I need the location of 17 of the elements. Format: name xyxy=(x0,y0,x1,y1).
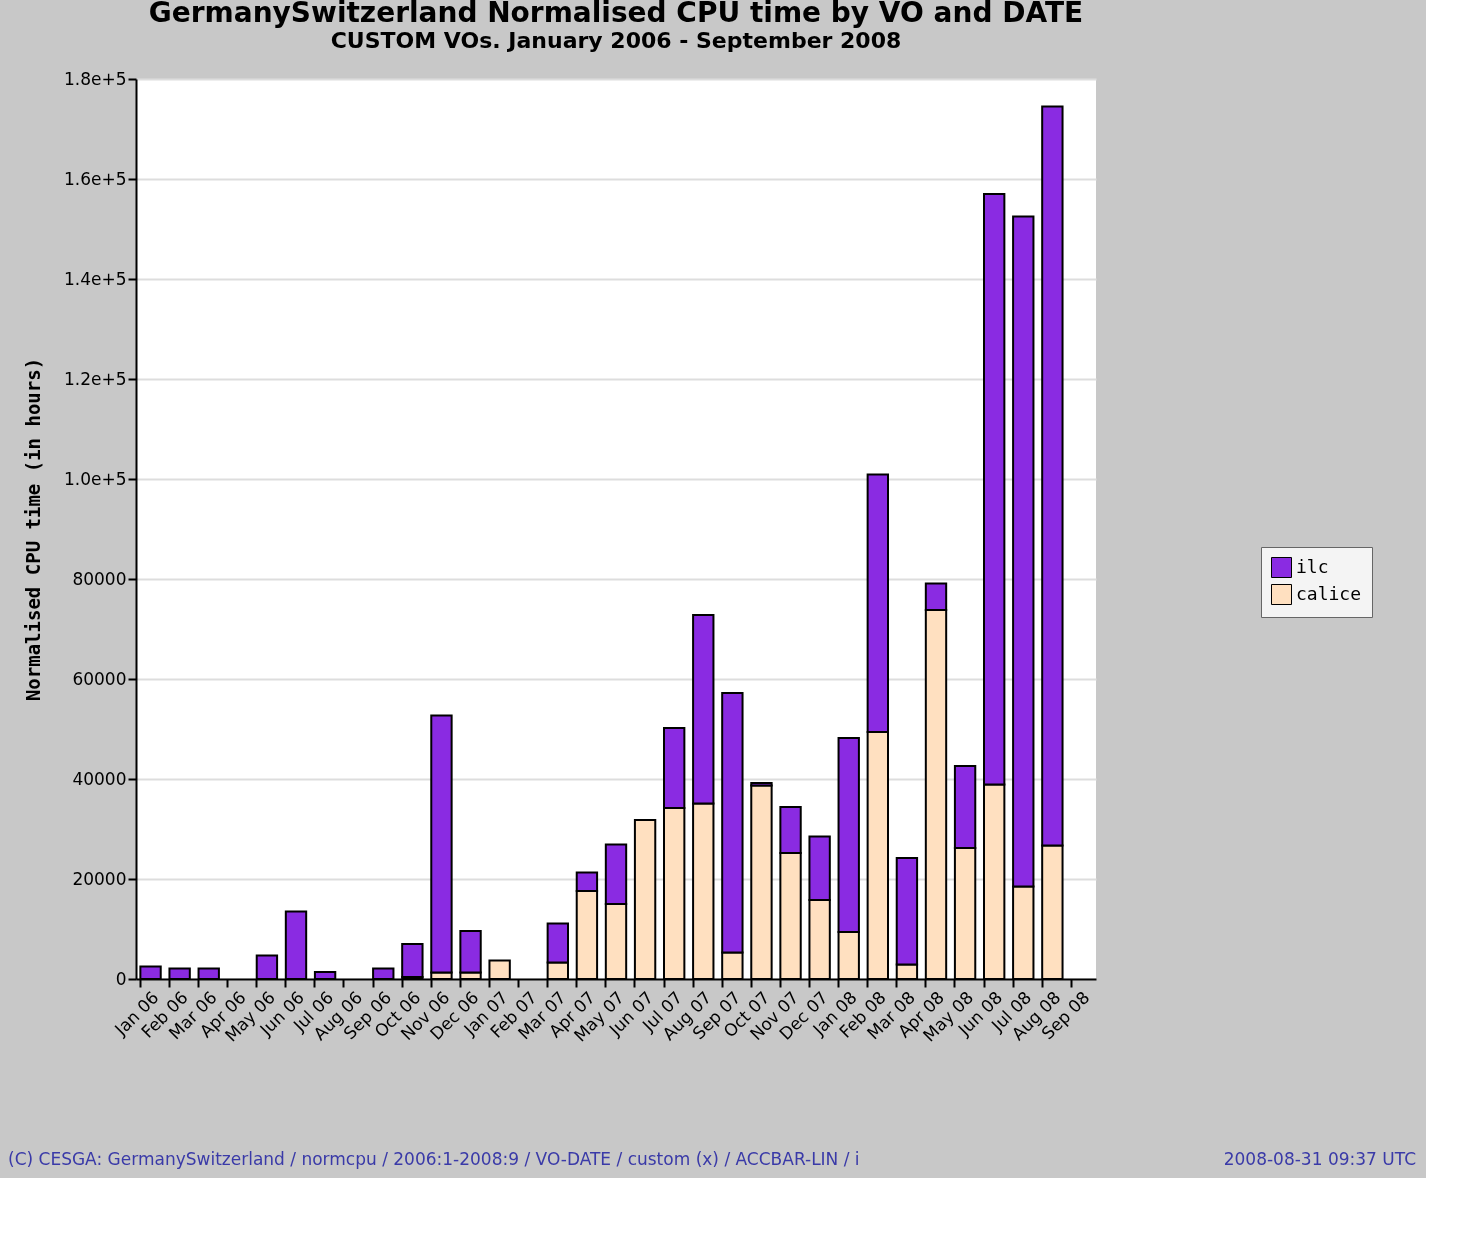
y-tick-label: 1.8e+5 xyxy=(63,68,127,89)
chart-title: GermanySwitzerland Normalised CPU time by VO and DATE xyxy=(148,0,1084,29)
text: (C) CESGA: GermanySwitzerland / normcpu / 2006:1-2008:9 / VO-DATE / custom (x) / ACCBAR-LIN / i xyxy=(8,1149,860,1169)
y-tick-label: 40000 xyxy=(72,768,127,789)
legend-label: ilc xyxy=(1296,555,1329,577)
y-tick-label: 1.0e+5 xyxy=(63,468,127,489)
y-tick-label: 1.4e+5 xyxy=(63,268,127,289)
y-tick-label: 20000 xyxy=(72,868,127,889)
y-tick-label: 1.6e+5 xyxy=(63,168,127,189)
text: 2008-08-31 09:37 UTC xyxy=(1223,1149,1416,1169)
legend-label: calice xyxy=(1296,582,1362,604)
y-tick-label: 80000 xyxy=(72,568,127,589)
y-tick-label: 60000 xyxy=(72,668,127,689)
y-tick-label: 0 xyxy=(115,968,127,989)
chart-subtitle: CUSTOM VOs. January 2006 - September 2008 xyxy=(330,28,902,53)
y-axis-title: Normalised CPU time (in hours) xyxy=(21,357,44,702)
y-tick-label: 1.2e+5 xyxy=(63,368,127,389)
